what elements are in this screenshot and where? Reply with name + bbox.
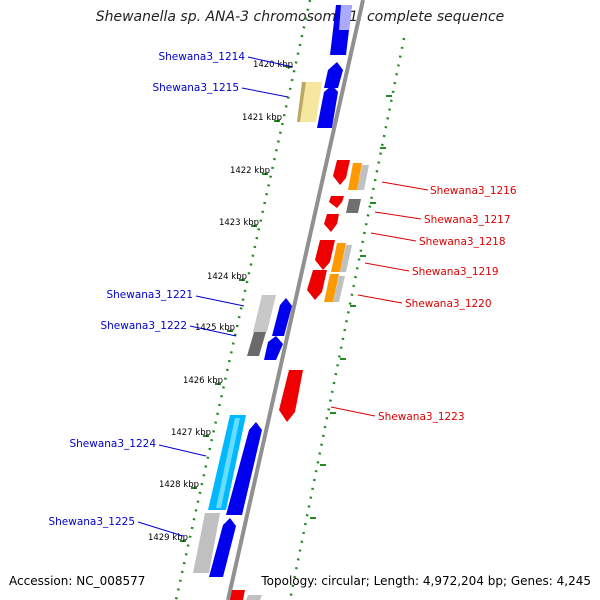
gene-arrow-minus[interactable] (324, 214, 339, 232)
label-leader-line (137, 521, 184, 537)
gene-orange[interactable] (348, 163, 362, 190)
gene-dark-grey[interactable] (247, 332, 266, 356)
ruler-tick-label: 1427 kbp (171, 428, 211, 438)
gene-label-minus[interactable]: Shewana3_1218 (419, 236, 506, 248)
gene-label-minus[interactable]: Shewana3_1220 (405, 298, 492, 310)
gene-grey[interactable] (193, 513, 220, 573)
gene-dark-grey[interactable] (346, 199, 361, 213)
ruler-ticks: 1420 kbp 1421 kbp 1422 kbp 1423 kbp 1424 kbp… (148, 60, 392, 543)
ruler-tick-label: 1428 kbp (159, 480, 199, 490)
label-leader-line (357, 294, 403, 304)
gene-arrow-minus[interactable] (315, 240, 335, 270)
gene-arrow-minus[interactable] (307, 270, 327, 300)
gene-label-plus[interactable]: Shewana3_1215 (152, 82, 239, 94)
ruler-tick-label: 1426 kbp (183, 376, 223, 386)
gene-grey[interactable] (246, 595, 262, 600)
sequence-summary: Topology: circular; Length: 4,972,204 bp… (261, 574, 591, 588)
ruler-tick-label: 1421 kbp (242, 113, 282, 123)
ruler-tick-label: 1422 kbp (230, 166, 270, 176)
label-leader-line (195, 295, 245, 307)
gene-grey[interactable] (253, 295, 276, 332)
gene-label-plus[interactable]: Shewana3_1224 (69, 438, 156, 450)
gene-pseudo-edge (297, 82, 306, 122)
label-leader-line (189, 325, 237, 337)
label-leader-line (330, 406, 376, 417)
chromosome-axis (226, 0, 365, 600)
label-leader-line (247, 56, 294, 68)
gene-grey[interactable] (340, 245, 352, 272)
label-leader-line (241, 87, 289, 98)
label-leader-line (381, 181, 429, 191)
ruler-tick-label: 1420 kbp (253, 60, 293, 70)
accession-text: Accession: NC_008577 (9, 574, 146, 588)
gene-label-plus[interactable]: Shewana3_1225 (48, 516, 135, 528)
left-ruler-line (174, 0, 312, 600)
ruler-tick-label: 1423 kbp (219, 218, 259, 228)
plus-strand-labels: Shewana3_1214 Shewana3_1215 Shewana3_1221 S… (48, 51, 294, 537)
gene-orange[interactable] (331, 243, 346, 272)
gene-label-minus[interactable]: Shewana3_1223 (378, 411, 465, 423)
minus-strand-labels: Shewana3_1216 Shewana3_1217 Shewana3_1218 S… (330, 181, 517, 423)
gene-arrow-minus[interactable] (230, 590, 245, 600)
gene-grey[interactable] (357, 165, 369, 190)
gene-arrow-plus[interactable] (317, 85, 338, 128)
right-ruler-line (288, 37, 406, 600)
gene-arrow-plus[interactable] (324, 62, 343, 88)
gene-cyan-highlight (216, 418, 240, 508)
map-title: Shewanella sp. ANA-3 chromosome 1, compl… (95, 9, 505, 25)
label-leader-line (370, 232, 417, 242)
gene-orange[interactable] (324, 274, 339, 302)
gene-label-plus[interactable]: Shewana3_1221 (106, 289, 193, 301)
gene-arrow-minus[interactable] (333, 160, 350, 185)
gene-arrow-minus[interactable] (279, 370, 303, 422)
gene-highlight (339, 5, 352, 30)
ruler-tick-label: 1429 kbp (148, 533, 188, 543)
ruler-tick-label: 1424 kbp (207, 272, 247, 282)
gene-pseudo[interactable] (300, 82, 322, 122)
gene-grey[interactable] (333, 276, 345, 302)
label-leader-line (364, 262, 410, 272)
gene-label-minus[interactable]: Shewana3_1217 (424, 214, 511, 226)
gene-label-minus[interactable]: Shewana3_1219 (412, 266, 499, 278)
gene-label-plus[interactable]: Shewana3_1214 (158, 51, 245, 63)
gene-arrow-plus[interactable] (264, 336, 283, 360)
gene-label-minus[interactable]: Shewana3_1216 (430, 185, 517, 197)
label-leader-line (374, 211, 422, 220)
ruler-tick-label: 1425 kbp (195, 323, 235, 333)
gene-arrow-plus[interactable] (226, 422, 262, 515)
gene-label-plus[interactable]: Shewana3_1222 (100, 320, 187, 332)
label-leader-line (158, 444, 207, 457)
gene-arrow-plus[interactable] (209, 518, 236, 577)
gene-arrow-minus[interactable] (329, 196, 344, 208)
gene-arrow-plus[interactable] (272, 298, 292, 336)
